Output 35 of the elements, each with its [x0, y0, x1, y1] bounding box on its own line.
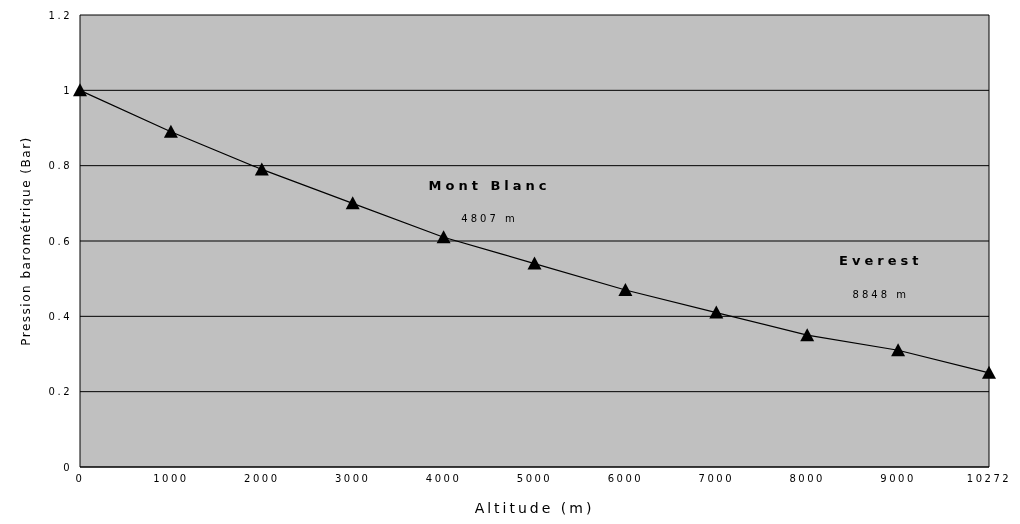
x-tick-label: 1000	[153, 473, 189, 485]
y-tick-label: 1	[63, 84, 72, 96]
y-tick-label: 0	[63, 461, 72, 473]
y-tick-label: 0.6	[48, 235, 72, 247]
annotation: Everest	[839, 252, 923, 268]
point	[709, 305, 724, 319]
point	[436, 230, 451, 244]
y-tick-label: 0.2	[48, 386, 72, 398]
point	[345, 196, 360, 210]
point	[618, 282, 633, 296]
x-tick-label: 10272	[966, 473, 1012, 485]
annotation: 4807 m	[461, 212, 518, 224]
annotation: 8848 m	[852, 288, 909, 300]
point	[800, 328, 815, 342]
point	[73, 83, 87, 97]
annotation: Mont Blanc	[428, 177, 551, 192]
x-axis-title: Altitude (m)	[474, 500, 595, 516]
x-tick-label: 5000	[516, 473, 553, 485]
x-tick-label: 2000	[244, 473, 280, 485]
y-axis-title: Pression barométrique (Bar)	[19, 136, 34, 346]
x-tick-label: 0	[75, 473, 85, 485]
point	[527, 256, 542, 270]
x-tick-label: 8000	[789, 473, 825, 485]
x-tick-label: 7000	[698, 473, 735, 485]
point	[891, 343, 906, 357]
point	[982, 365, 996, 379]
x-tick-label: 4000	[425, 473, 462, 485]
x-tick-label: 3000	[334, 473, 371, 485]
point	[254, 162, 269, 176]
x-tick-label: 9000	[880, 473, 916, 485]
y-tick-label: 0.8	[48, 160, 72, 172]
point	[163, 124, 178, 138]
y-tick-label: 1.2	[48, 9, 72, 21]
x-tick-label: 6000	[607, 473, 644, 485]
y-tick-label: 0.4	[48, 310, 72, 322]
